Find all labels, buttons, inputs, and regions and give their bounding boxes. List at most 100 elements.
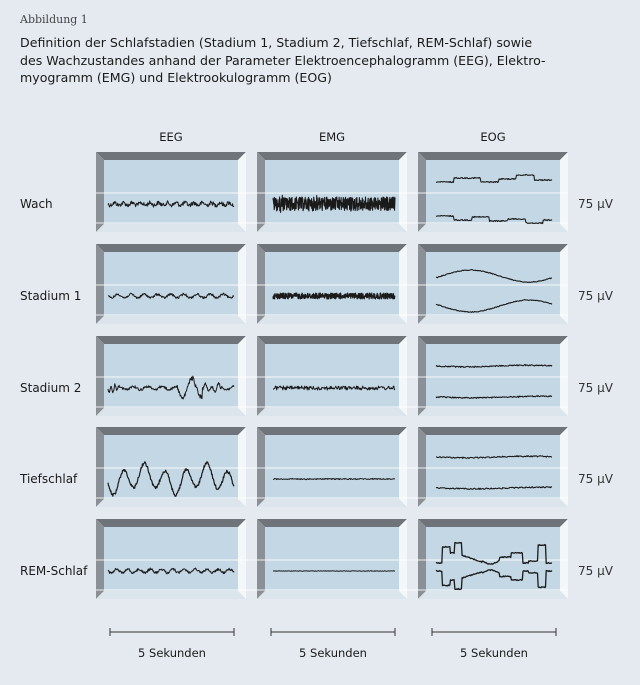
panel-grid [96, 152, 568, 599]
bevel-left [418, 519, 426, 599]
panel-stadium-2-emg [257, 336, 407, 416]
panel-stadium-1-eog [418, 244, 568, 324]
bevel-top [96, 336, 246, 344]
eeg-trace-stadium-1 [107, 292, 235, 300]
panel-face [426, 527, 560, 591]
panel-face [104, 252, 238, 316]
panel-tiefschlaf-eog [418, 427, 568, 507]
bevel-top [96, 152, 246, 160]
eog-trace-bottom-stadium-1 [435, 299, 553, 313]
scale-label-rem-schlaf: 75 µV [578, 564, 614, 578]
bevel-top [257, 152, 407, 160]
bevel-right [238, 336, 246, 416]
bevel-top [418, 519, 568, 527]
panel-rem-schlaf-eeg [96, 519, 246, 599]
panel-face [426, 435, 560, 499]
bevel-left [96, 244, 104, 324]
eeg-trace-stadium-2 [107, 375, 235, 400]
time-bar-label-eeg: 5 Sekunden [138, 646, 206, 660]
emg-trace-tiefschlaf [272, 477, 396, 481]
bevel-right [560, 427, 568, 507]
scale-label-stadium-2: 75 µV [578, 381, 614, 395]
bevel-top [418, 336, 568, 344]
bevel-left [418, 336, 426, 416]
panel-face [265, 344, 399, 408]
panel-tiefschlaf-emg [257, 427, 407, 507]
bevel-left [96, 519, 104, 599]
bevel-top [257, 427, 407, 435]
emg-trace-wach [272, 194, 396, 213]
row-label-wach: Wach [20, 197, 53, 211]
bevel-top [257, 336, 407, 344]
bevel-left [418, 152, 426, 232]
panel-face [265, 160, 399, 224]
time-bar-label-emg: 5 Sekunden [299, 646, 367, 660]
eeg-trace-rem-schlaf [107, 567, 235, 575]
eog-trace-bottom-tiefschlaf [435, 486, 553, 490]
panel-stadium-2-eog [418, 336, 568, 416]
bevel-bottom [96, 316, 246, 324]
panel-wach-eeg [96, 152, 246, 232]
panel-face [104, 160, 238, 224]
column-header-eog: EOG [480, 130, 505, 144]
panel-face [104, 344, 238, 408]
eog-trace-bottom-rem-schlaf [435, 568, 553, 591]
scale-label-stadium-1: 75 µV [578, 289, 614, 303]
bevel-top [96, 244, 246, 252]
figure-title: Definition der Schlafstadien (Stadium 1,… [20, 35, 546, 85]
eog-trace-top-wach [435, 173, 553, 184]
time-bar-emg [270, 628, 396, 636]
emg-trace-stadium-1 [272, 292, 396, 300]
bevel-left [257, 519, 265, 599]
panel-face [265, 252, 399, 316]
column-header-emg: EMG [319, 130, 345, 144]
bevel-bottom [418, 499, 568, 507]
eog-trace-top-stadium-1 [435, 269, 553, 283]
bevel-right [399, 244, 407, 324]
panel-stadium-1-emg [257, 244, 407, 324]
bevel-bottom [418, 408, 568, 416]
bevel-bottom [418, 591, 568, 599]
bevel-left [418, 427, 426, 507]
bevel-right [399, 519, 407, 599]
bevel-bottom [418, 316, 568, 324]
eeg-trace-tiefschlaf [107, 461, 235, 497]
panel-tiefschlaf-eeg [96, 427, 246, 507]
bevel-bottom [257, 408, 407, 416]
panel-stadium-2-eeg [96, 336, 246, 416]
bevel-top [257, 519, 407, 527]
scale-label-tiefschlaf: 75 µV [578, 472, 614, 486]
bevel-bottom [257, 591, 407, 599]
eog-trace-bottom-wach [435, 214, 553, 225]
bevel-right [560, 244, 568, 324]
panel-wach-emg [257, 152, 407, 232]
bevel-bottom [257, 316, 407, 324]
bevel-left [96, 427, 104, 507]
bevel-left [418, 244, 426, 324]
bevel-left [257, 336, 265, 416]
emg-trace-stadium-2 [272, 385, 396, 391]
bevel-top [257, 244, 407, 252]
bevel-bottom [96, 224, 246, 232]
time-bar-label-eog: 5 Sekunden [460, 646, 528, 660]
panel-rem-schlaf-emg [257, 519, 407, 599]
bevel-right [238, 152, 246, 232]
guide-lines [96, 192, 568, 591]
panel-face [265, 435, 399, 499]
bevel-left [257, 427, 265, 507]
eog-trace-top-rem-schlaf [435, 541, 553, 565]
column-header-eeg: EEG [159, 130, 182, 144]
eog-trace-top-tiefschlaf [436, 455, 553, 459]
panel-stadium-1-eeg [96, 244, 246, 324]
bevel-right [238, 427, 246, 507]
bevel-top [96, 519, 246, 527]
row-label-tiefschlaf: Tiefschlaf [19, 472, 78, 486]
bevel-right [399, 427, 407, 507]
row-label-rem-schlaf: REM-Schlaf [20, 564, 88, 578]
bevel-right [560, 152, 568, 232]
panel-face [265, 527, 399, 591]
bevel-left [96, 336, 104, 416]
bevel-left [257, 152, 265, 232]
row-label-stadium-2: Stadium 2 [20, 381, 81, 395]
